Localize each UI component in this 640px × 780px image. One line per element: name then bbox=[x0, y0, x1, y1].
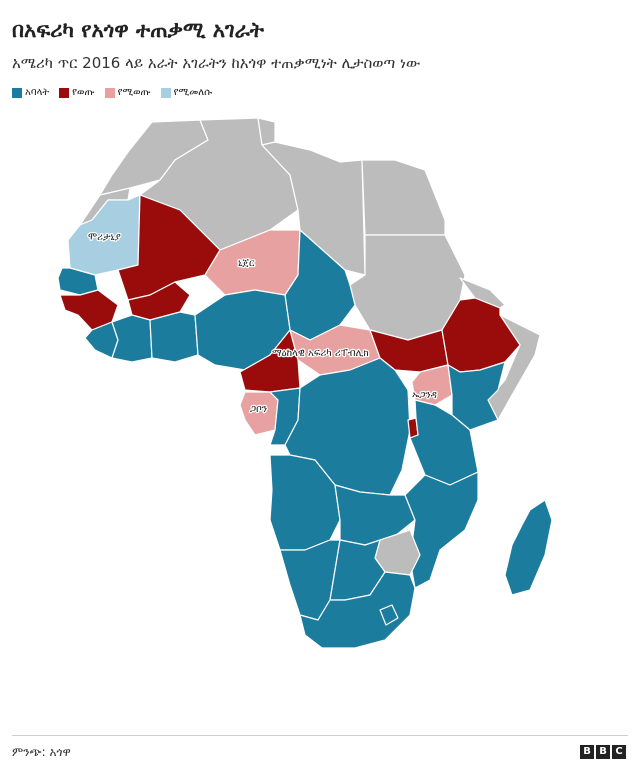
legend-item-returning: የሚመለሱ bbox=[160, 87, 213, 98]
country-eritrea bbox=[459, 277, 506, 309]
country-lesotho bbox=[379, 604, 399, 626]
legend: አባላት የወጡ የሚወጡ የሚመለሱ bbox=[12, 87, 212, 98]
source-note: ምንጭ: አጎዋ bbox=[12, 745, 71, 759]
country-kenya bbox=[447, 361, 506, 431]
legend-label-to-be-removed: የሚወጡ bbox=[117, 87, 151, 98]
logo-letter-2: B bbox=[596, 745, 610, 759]
label-central-african-republic: ማዕከላዊ አፍሪካ ሪፐብሊክ bbox=[272, 348, 369, 359]
legend-swatch-removed bbox=[59, 87, 70, 98]
country-madagascar bbox=[504, 499, 553, 596]
country-cote-divoire bbox=[111, 314, 153, 363]
legend-label-returning: የሚመለሱ bbox=[173, 87, 213, 98]
country-zambia bbox=[334, 484, 416, 546]
chart-title: በአፍሪካ የአጎዋ ተጠቃሚ አገራት bbox=[12, 18, 264, 42]
country-south-africa bbox=[299, 571, 416, 649]
logo-letter-1: B bbox=[580, 745, 594, 759]
label-gabon: ጋቦን bbox=[250, 404, 267, 415]
label-niger: ኒጀር bbox=[238, 258, 255, 269]
map-labels: ሞሪታኒያ ኒጀር ማዕከላዊ አፍሪካ ሪፐብሊክ ኡጋንዳ ጋቦን bbox=[87, 231, 438, 417]
chart-subtitle: አሜሪካ ጥር 2016 ላይ አራት አገራትን ከአጎዋ ተጠቃሚነት ሊታ… bbox=[12, 54, 421, 72]
legend-item-members: አባላት bbox=[12, 87, 49, 98]
label-uganda: ኡጋንዳ bbox=[412, 390, 437, 401]
legend-swatch-returning bbox=[160, 87, 171, 98]
country-ghana-togo-benin bbox=[149, 311, 199, 363]
legend-item-to-be-removed: የሚወጡ bbox=[104, 87, 151, 98]
legend-label-removed: የወጡ bbox=[72, 87, 95, 98]
africa-map: ሞሪታኒያ ኒጀር ማዕከላዊ አፍሪካ ሪፐብሊክ ኡጋንዳ ጋቦን bbox=[57, 117, 553, 649]
bbc-logo: B B C bbox=[580, 745, 626, 759]
legend-item-removed: የወጡ bbox=[59, 87, 95, 98]
country-egypt bbox=[361, 159, 446, 236]
legend-swatch-members bbox=[12, 87, 22, 98]
country-mozambique bbox=[404, 471, 479, 589]
footer-divider bbox=[12, 735, 628, 736]
legend-label-members: አባላት bbox=[25, 87, 50, 98]
country-cameroon bbox=[239, 329, 301, 393]
logo-letter-3: C bbox=[612, 745, 626, 759]
label-mauritania: ሞሪታኒያ bbox=[88, 232, 121, 243]
legend-swatch-to-be-removed bbox=[104, 87, 115, 98]
